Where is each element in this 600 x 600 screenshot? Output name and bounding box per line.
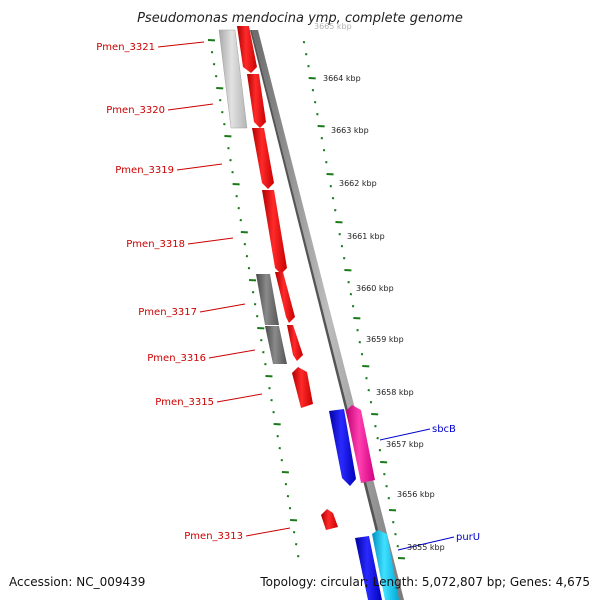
genome-summary-text: Topology: circular; Length: 5,072,807 bp… <box>259 575 590 589</box>
cds-layer <box>218 26 399 600</box>
gene-label-pmen-3313[interactable]: Pmen_3313 <box>184 531 243 542</box>
cds-purU[interactable] <box>355 536 382 600</box>
cds-pmen-3318[interactable] <box>262 190 287 274</box>
cds-pmen-3313[interactable] <box>321 509 338 530</box>
kbp-label: 3659 kbp <box>366 335 404 344</box>
gene-label-pmen-3321[interactable]: Pmen_3321 <box>96 42 155 53</box>
kbp-label: 3662 kbp <box>339 179 377 188</box>
gene-label-pmen-3320[interactable]: Pmen_3320 <box>106 105 165 116</box>
gene-label-pmen-3317[interactable]: Pmen_3317 <box>138 307 197 318</box>
kbp-label: 3660 kbp <box>356 284 394 293</box>
genome-title: Pseudomonas mendocina ymp, complete geno… <box>137 11 463 26</box>
kbp-label: 3663 kbp <box>331 126 369 135</box>
gene-label-pmen-3316[interactable]: Pmen_3316 <box>147 353 206 364</box>
cds-pmen-3319[interactable] <box>252 128 274 189</box>
cds-cyan[interactable] <box>372 530 399 600</box>
kbp-label: 3657 kbp <box>386 440 424 449</box>
kbp-label: 3658 kbp <box>376 388 414 397</box>
cds-sbcb[interactable] <box>329 409 356 486</box>
leader-line-pmen-3315 <box>216 393 263 403</box>
gene-label-layer: Pmen_3321 Pmen_3320 Pmen_3319 Pmen_3318 Pmen… <box>96 41 480 551</box>
gene-label-pmen-3318[interactable]: Pmen_3318 <box>126 239 185 250</box>
cds-gray-1[interactable] <box>256 274 279 325</box>
kbp-label: 3655 kbp <box>407 543 445 552</box>
accession-text: Accession: NC_009439 <box>9 575 145 589</box>
leader-line-pmen-3320 <box>167 103 214 111</box>
kbp-label-partial: 3665 kbp <box>314 22 352 31</box>
leader-line-puru <box>397 536 455 551</box>
leader-line-pmen-3313 <box>245 527 291 537</box>
cds-pink[interactable] <box>346 405 375 483</box>
cds-pmen-3321[interactable] <box>237 26 257 73</box>
cds-pmen-3317[interactable] <box>275 272 295 323</box>
cds-pmen-3315[interactable] <box>292 367 313 408</box>
leader-line-pmen-3319 <box>176 163 223 171</box>
kbp-label-layer: 3664 kbp 3663 kbp 3662 kbp 3661 kbp 3660 kbp… <box>314 22 445 552</box>
kbp-label: 3661 kbp <box>347 232 385 241</box>
kbp-label: 3664 kbp <box>323 74 361 83</box>
cds-pmen-3316[interactable] <box>287 325 303 361</box>
kbp-label: 3656 kbp <box>397 490 435 499</box>
gene-label-pmen-3319[interactable]: Pmen_3319 <box>115 165 174 176</box>
gene-label-pmen-3315[interactable]: Pmen_3315 <box>155 397 214 408</box>
left-tick-track <box>207 39 300 558</box>
leader-line-pmen-3317 <box>199 303 246 313</box>
right-tick-track <box>302 41 406 560</box>
cds-pmen-3320[interactable] <box>247 74 266 128</box>
leader-line-pmen-3318 <box>187 237 234 245</box>
leader-line-pmen-3321 <box>157 41 205 48</box>
gene-label-puru[interactable]: purU <box>456 532 480 543</box>
cds-light-gray[interactable] <box>218 29 248 129</box>
leader-line-pmen-3316 <box>208 349 256 359</box>
gene-label-sbcb[interactable]: sbcB <box>432 424 456 435</box>
leader-line-sbcb <box>379 428 431 441</box>
cds-gray-2[interactable] <box>265 326 287 364</box>
